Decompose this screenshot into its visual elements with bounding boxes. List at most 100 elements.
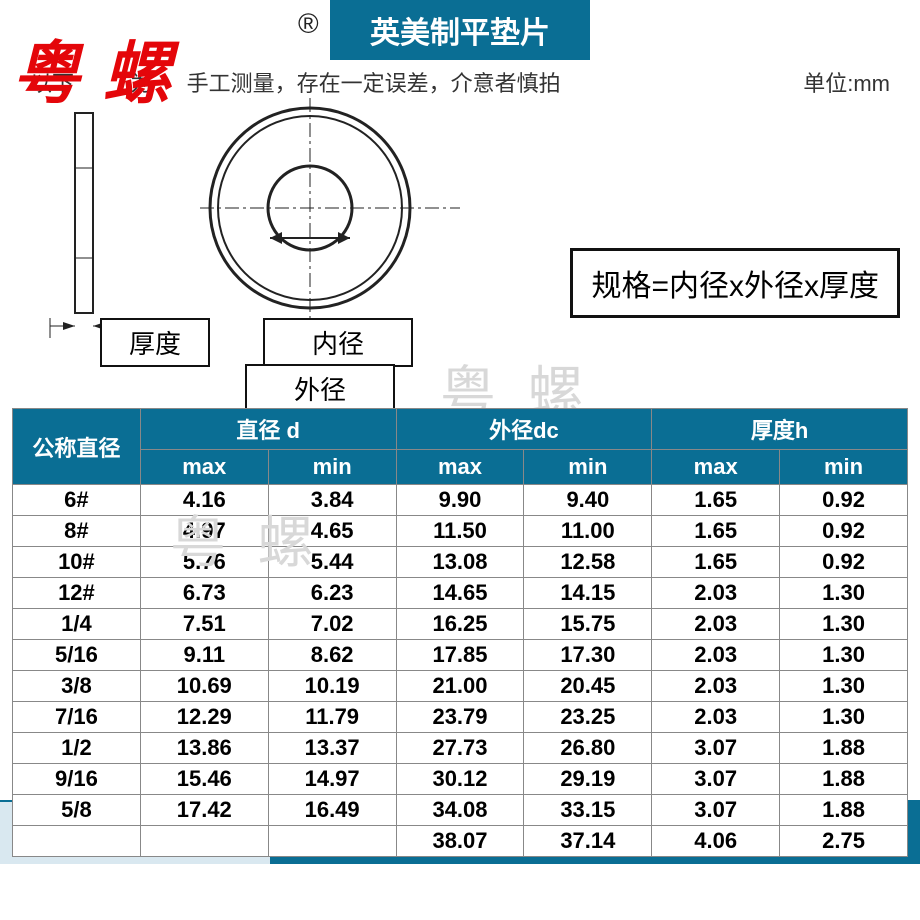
table-cell: 0.92 <box>780 485 908 516</box>
outer-diameter-label: 外径 <box>245 364 395 413</box>
table-cell: 17.30 <box>524 640 652 671</box>
subtitle-text: 手工测量，存在一定误差，介意者慎拍 <box>187 71 561 96</box>
table-cell: 3/8 <box>13 671 141 702</box>
spec-table: 公称直径 直径 d 外径dc 厚度h max min max min max m… <box>12 408 908 857</box>
table-row: 1/213.8613.3727.7326.803.071.88 <box>13 733 908 764</box>
table-cell: 14.65 <box>396 578 524 609</box>
table-cell: 2.03 <box>652 609 780 640</box>
table-cell: 1.30 <box>780 609 908 640</box>
table-cell: 4.16 <box>140 485 268 516</box>
table-cell: 1.88 <box>780 733 908 764</box>
table-cell: 13.08 <box>396 547 524 578</box>
table-cell: 4.97 <box>140 516 268 547</box>
table-cell: 14.15 <box>524 578 652 609</box>
table-cell <box>268 826 396 857</box>
table-cell: 9.40 <box>524 485 652 516</box>
table-cell: 1.30 <box>780 702 908 733</box>
sub-max: max <box>652 450 780 485</box>
table-cell: 1.65 <box>652 547 780 578</box>
unit-label: 单位:mm <box>803 66 890 98</box>
thickness-label: 厚度 <box>100 318 210 367</box>
registered-icon: ® <box>298 8 319 40</box>
table-cell: 9.90 <box>396 485 524 516</box>
brand-watermark: 粤 螺 <box>12 18 173 117</box>
table-cell: 5/16 <box>13 640 141 671</box>
table-cell: 2.03 <box>652 702 780 733</box>
table-cell: 29.19 <box>524 764 652 795</box>
table-cell: 11.00 <box>524 516 652 547</box>
col-diameter-d: 直径 d <box>140 409 396 450</box>
table-cell: 3.07 <box>652 795 780 826</box>
table-cell: 0.92 <box>780 516 908 547</box>
table-cell: 13.37 <box>268 733 396 764</box>
table-cell: 30.12 <box>396 764 524 795</box>
formula-box: 规格=内径x外径x厚度 <box>570 248 900 318</box>
table-cell: 3.07 <box>652 733 780 764</box>
table-cell: 26.80 <box>524 733 652 764</box>
table-cell: 21.00 <box>396 671 524 702</box>
table-cell: 7.02 <box>268 609 396 640</box>
table-cell: 1.65 <box>652 516 780 547</box>
table-row: 5/817.4216.4934.0833.153.071.88 <box>13 795 908 826</box>
table-cell: 2.75 <box>780 826 908 857</box>
table-cell: 3.07 <box>652 764 780 795</box>
table-cell: 5.76 <box>140 547 268 578</box>
table-row: 8#4.974.6511.5011.001.650.92 <box>13 516 908 547</box>
sub-min: min <box>780 450 908 485</box>
inner-diameter-label: 内径 <box>263 318 413 367</box>
table-cell: 13.86 <box>140 733 268 764</box>
table-cell: 3.84 <box>268 485 396 516</box>
table-cell: 8.62 <box>268 640 396 671</box>
table-cell: 8# <box>13 516 141 547</box>
side-view <box>30 108 110 338</box>
table-cell: 11.50 <box>396 516 524 547</box>
table-cell: 15.75 <box>524 609 652 640</box>
table-cell: 16.49 <box>268 795 396 826</box>
table-cell: 20.45 <box>524 671 652 702</box>
table-cell: 34.08 <box>396 795 524 826</box>
table-cell: 12.29 <box>140 702 268 733</box>
table-cell: 15.46 <box>140 764 268 795</box>
table-row: 38.0737.144.062.75 <box>13 826 908 857</box>
table-row: 1/47.517.0216.2515.752.031.30 <box>13 609 908 640</box>
table-row: 3/810.6910.1921.0020.452.031.30 <box>13 671 908 702</box>
table-cell: 1.30 <box>780 578 908 609</box>
table-cell: 37.14 <box>524 826 652 857</box>
table-cell: 6.23 <box>268 578 396 609</box>
table-cell: 38.07 <box>396 826 524 857</box>
col-thickness-h: 厚度h <box>652 409 908 450</box>
table-cell: 4.06 <box>652 826 780 857</box>
table-cell: 10# <box>13 547 141 578</box>
table-row: 7/1612.2911.7923.7923.252.031.30 <box>13 702 908 733</box>
table-cell: 0.92 <box>780 547 908 578</box>
table-cell <box>140 826 268 857</box>
table-cell: 10.19 <box>268 671 396 702</box>
table-cell: 1/2 <box>13 733 141 764</box>
sub-min: min <box>524 450 652 485</box>
table-cell: 1.88 <box>780 795 908 826</box>
table-cell: 6.73 <box>140 578 268 609</box>
table-cell: 2.03 <box>652 640 780 671</box>
sub-min: min <box>268 450 396 485</box>
table-row: 5/169.118.6217.8517.302.031.30 <box>13 640 908 671</box>
table-cell: 27.73 <box>396 733 524 764</box>
table-cell: 6# <box>13 485 141 516</box>
table-cell: 17.85 <box>396 640 524 671</box>
table-row: 10#5.765.4413.0812.581.650.92 <box>13 547 908 578</box>
table-cell: 5/8 <box>13 795 141 826</box>
sub-max: max <box>396 450 524 485</box>
diagram-area: 厚度 内径 外径 规格=内径x外径x厚度 粤 螺 <box>0 98 920 408</box>
table-row: 12#6.736.2314.6514.152.031.30 <box>13 578 908 609</box>
table-cell: 1/4 <box>13 609 141 640</box>
table-cell: 7.51 <box>140 609 268 640</box>
table-cell: 1.30 <box>780 671 908 702</box>
table-cell: 4.65 <box>268 516 396 547</box>
table-cell <box>13 826 141 857</box>
title-bar: 英美制平垫片 <box>330 0 590 60</box>
table-cell: 11.79 <box>268 702 396 733</box>
table-cell: 33.15 <box>524 795 652 826</box>
table-cell: 7/16 <box>13 702 141 733</box>
table-cell: 2.03 <box>652 671 780 702</box>
table-cell: 10.69 <box>140 671 268 702</box>
col-nominal: 公称直径 <box>13 409 141 485</box>
